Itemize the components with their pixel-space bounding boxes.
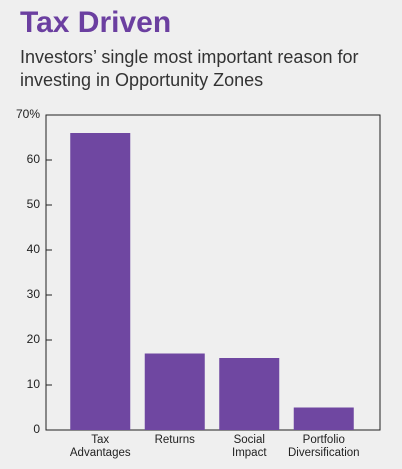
y-tick-label: 20 bbox=[27, 332, 41, 346]
chart-subtitle: Investors’ single most important reason … bbox=[20, 47, 359, 90]
bar bbox=[144, 353, 205, 430]
x-tick-label: Social Impact bbox=[232, 434, 267, 459]
y-tick-label: 30 bbox=[27, 287, 41, 301]
y-tick-label: 10 bbox=[27, 377, 41, 391]
bar bbox=[293, 407, 354, 430]
y-tick-label: 70% bbox=[16, 107, 40, 121]
y-tick-label: 0 bbox=[33, 422, 40, 436]
chart-title: Tax Driven bbox=[20, 6, 172, 39]
bar bbox=[70, 133, 131, 430]
plot-frame bbox=[45, 114, 381, 431]
y-tick-label: 40 bbox=[27, 242, 41, 256]
x-tick-label: Tax Advantages bbox=[69, 434, 131, 459]
x-tick-label: Returns bbox=[154, 434, 195, 446]
y-tick-label: 50 bbox=[27, 197, 41, 211]
bar bbox=[219, 358, 280, 430]
y-tick-label: 60 bbox=[27, 152, 41, 166]
x-tick-label: Portfolio Diversification bbox=[287, 434, 360, 459]
